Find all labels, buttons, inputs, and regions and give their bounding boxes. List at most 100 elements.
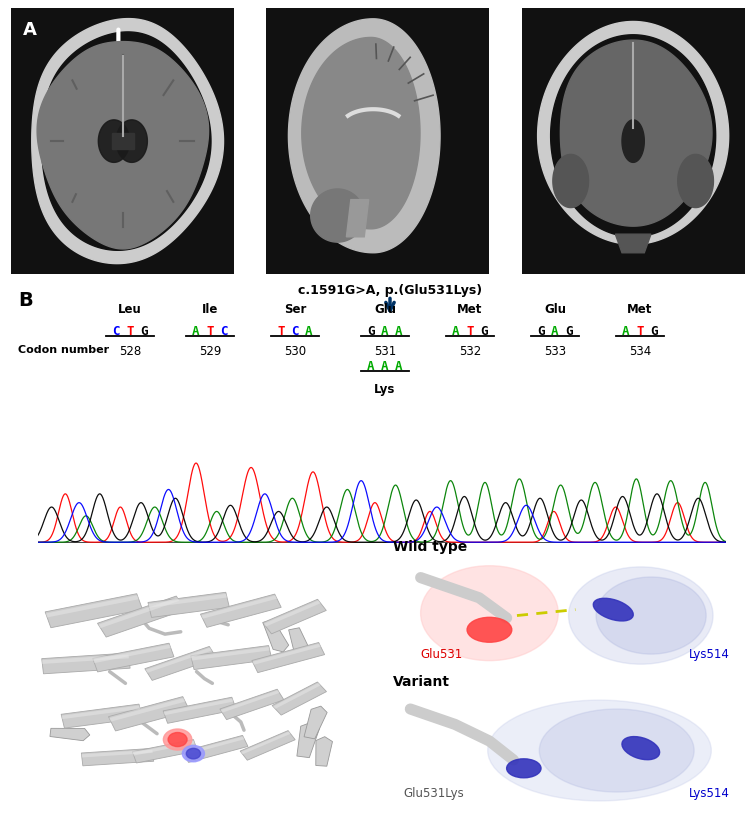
Polygon shape [316, 737, 333, 766]
Text: G: G [480, 326, 488, 339]
Polygon shape [678, 155, 714, 208]
Polygon shape [240, 730, 295, 760]
Polygon shape [112, 133, 134, 149]
Polygon shape [538, 21, 729, 245]
Text: Lys514: Lys514 [689, 648, 730, 661]
Polygon shape [42, 32, 211, 250]
Polygon shape [550, 35, 716, 236]
Text: G: G [650, 326, 658, 339]
Text: A: A [192, 326, 200, 339]
Polygon shape [289, 627, 311, 658]
Text: A: A [367, 360, 375, 373]
Polygon shape [42, 654, 129, 664]
Polygon shape [252, 642, 324, 672]
Text: A: A [395, 360, 403, 373]
Polygon shape [183, 735, 248, 762]
Polygon shape [241, 731, 290, 754]
Polygon shape [560, 40, 712, 226]
Text: Variant: Variant [393, 675, 450, 689]
Polygon shape [201, 596, 277, 618]
Polygon shape [191, 645, 272, 670]
Polygon shape [116, 120, 147, 162]
Text: A: A [452, 326, 460, 339]
Polygon shape [272, 682, 327, 715]
Polygon shape [50, 728, 90, 741]
Polygon shape [109, 698, 185, 721]
Ellipse shape [593, 598, 634, 621]
Polygon shape [191, 647, 270, 661]
Text: T: T [466, 326, 474, 339]
Polygon shape [32, 19, 224, 263]
Polygon shape [200, 594, 281, 627]
Polygon shape [263, 620, 289, 652]
Circle shape [163, 729, 192, 750]
Text: G: G [565, 326, 573, 339]
Polygon shape [346, 200, 369, 236]
Polygon shape [253, 644, 321, 665]
Text: G: G [141, 326, 147, 339]
Text: 532: 532 [459, 345, 481, 358]
Polygon shape [297, 722, 320, 757]
Text: T: T [126, 326, 134, 339]
Polygon shape [146, 648, 212, 672]
Text: A: A [622, 326, 630, 339]
Text: c.1591G>A, p.(Glu531Lys): c.1591G>A, p.(Glu531Lys) [298, 284, 482, 297]
Text: 531: 531 [374, 345, 396, 358]
Text: A: A [305, 326, 313, 339]
Text: Wild type: Wild type [393, 540, 467, 554]
Polygon shape [221, 690, 280, 712]
Ellipse shape [467, 618, 512, 642]
Polygon shape [263, 600, 327, 634]
Polygon shape [82, 748, 153, 766]
Text: G: G [538, 326, 545, 339]
Polygon shape [163, 699, 234, 715]
Text: C: C [112, 326, 119, 339]
Text: T: T [206, 326, 214, 339]
Circle shape [168, 733, 187, 747]
Polygon shape [98, 120, 129, 162]
Polygon shape [109, 697, 190, 731]
Text: Glu: Glu [374, 303, 396, 317]
Polygon shape [264, 600, 321, 627]
Text: Ser: Ser [284, 303, 306, 317]
Text: T: T [637, 326, 644, 339]
Polygon shape [93, 643, 174, 672]
Text: A: A [23, 21, 36, 39]
Ellipse shape [507, 759, 541, 778]
Text: C: C [23, 552, 37, 571]
Circle shape [186, 748, 200, 759]
Text: A: A [551, 326, 559, 339]
Polygon shape [98, 596, 185, 637]
Ellipse shape [420, 566, 558, 661]
Text: 530: 530 [284, 345, 306, 358]
Ellipse shape [596, 577, 706, 654]
Text: Met: Met [457, 303, 482, 317]
Text: C: C [220, 326, 228, 339]
Polygon shape [45, 596, 139, 618]
Polygon shape [37, 42, 209, 249]
Circle shape [182, 745, 204, 762]
Polygon shape [220, 690, 284, 720]
Ellipse shape [569, 567, 713, 664]
Text: A: A [395, 326, 403, 339]
Text: 529: 529 [199, 345, 222, 358]
Text: 528: 528 [119, 345, 141, 358]
Polygon shape [148, 594, 227, 608]
Polygon shape [98, 597, 179, 628]
Polygon shape [93, 645, 171, 663]
Polygon shape [82, 749, 153, 757]
Polygon shape [273, 683, 321, 709]
Polygon shape [622, 120, 644, 162]
Text: Lys514: Lys514 [689, 788, 730, 800]
Text: Ile: Ile [202, 303, 218, 317]
Text: C: C [291, 326, 299, 339]
Text: G: G [367, 326, 375, 339]
Polygon shape [302, 38, 420, 229]
Text: Glu531Lys: Glu531Lys [404, 788, 464, 800]
Text: Codon number: Codon number [18, 345, 109, 355]
Polygon shape [148, 592, 229, 618]
Text: Met: Met [627, 303, 652, 317]
Text: Glu531: Glu531 [420, 648, 463, 661]
Polygon shape [304, 706, 327, 739]
Polygon shape [311, 189, 364, 242]
